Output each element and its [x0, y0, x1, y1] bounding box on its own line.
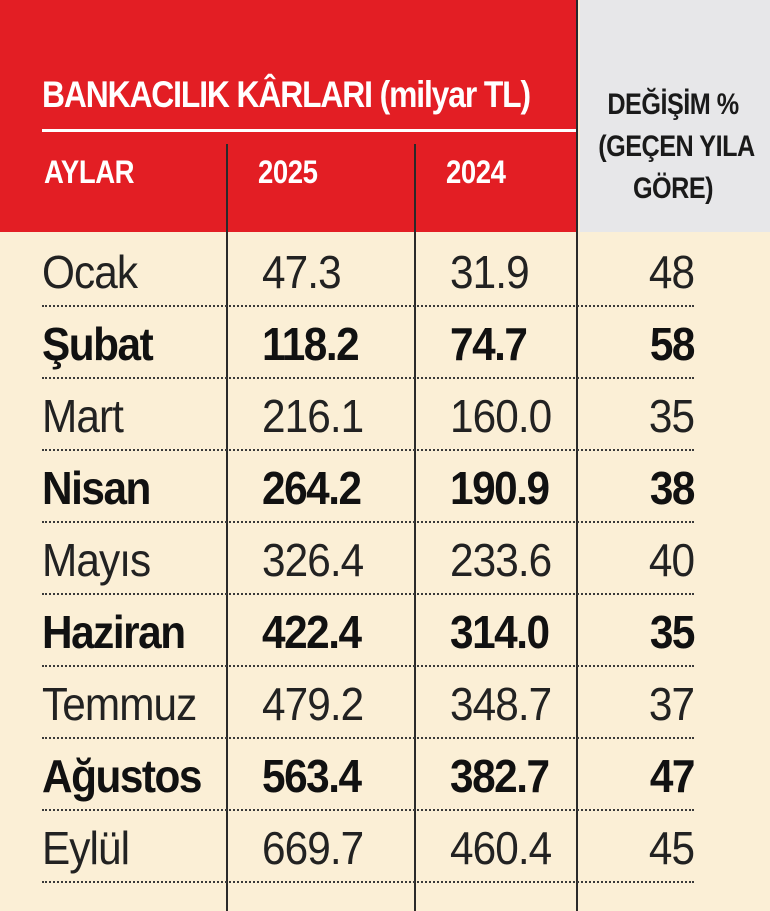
- table-row: Temmuz 479.2 348.7 37: [0, 668, 770, 740]
- month-cell: Temmuz: [42, 678, 197, 730]
- change-cell: 35: [648, 390, 695, 442]
- value-2025-cell: 326.4: [262, 534, 364, 586]
- value-2024-cell: 190.9: [450, 462, 550, 514]
- table-row: Ağustos 563.4 382.7 47: [0, 740, 770, 812]
- change-cell: 40: [648, 534, 695, 586]
- table-row: Mart 216.1 160.0 35: [0, 380, 770, 452]
- value-2025-cell: 479.2: [262, 678, 364, 730]
- month-cell: Ağustos: [42, 750, 202, 802]
- change-cell: 38: [649, 462, 696, 514]
- month-cell: Mayıs: [42, 534, 151, 586]
- value-2024-cell: 160.0: [450, 390, 552, 442]
- change-header-line-2: (GEÇEN YILA: [598, 130, 755, 163]
- row-separator: [42, 521, 694, 523]
- value-2025-cell: 118.2: [262, 318, 360, 370]
- row-separator: [42, 377, 694, 379]
- column-header-2025: 2025: [258, 154, 318, 190]
- row-separator: [42, 305, 694, 307]
- value-2025-cell: 669.7: [262, 822, 364, 874]
- table-row: Ocak 47.3 31.9 48: [0, 236, 770, 308]
- change-header-line-3: GÖRE): [632, 172, 714, 205]
- column-header-2024: 2024: [446, 154, 506, 190]
- change-cell: 58: [649, 318, 696, 370]
- month-cell: Ocak: [42, 246, 138, 298]
- month-cell: Eylül: [42, 822, 130, 874]
- row-separator: [42, 881, 694, 883]
- change-cell: 47: [649, 750, 696, 802]
- column-header-change: DEĞİŞİM % (GEÇEN YILA GÖRE): [584, 84, 762, 210]
- month-cell: Şubat: [42, 318, 154, 370]
- value-2025-cell: 422.4: [262, 606, 362, 658]
- value-2025-cell: 264.2: [262, 462, 362, 514]
- change-cell: 37: [648, 678, 695, 730]
- value-2024-cell: 31.9: [450, 246, 530, 298]
- value-2024-cell: 348.7: [450, 678, 552, 730]
- row-separator: [42, 737, 694, 739]
- value-2024-cell: 382.7: [450, 750, 550, 802]
- value-2024-cell: 314.0: [450, 606, 550, 658]
- row-separator: [42, 449, 694, 451]
- value-2024-cell: 460.4: [450, 822, 552, 874]
- column-divider-1: [226, 144, 228, 911]
- title-underline: [42, 129, 576, 132]
- table-row: Eylül 669.7 460.4 45: [0, 812, 770, 884]
- column-header-months: AYLAR: [44, 154, 135, 190]
- month-cell: Haziran: [42, 606, 186, 658]
- change-cell: 35: [649, 606, 696, 658]
- table-row: Mayıs 326.4 233.6 40: [0, 524, 770, 596]
- column-divider-2: [414, 144, 416, 911]
- table-row: Nisan 264.2 190.9 38: [0, 452, 770, 524]
- change-cell: 45: [648, 822, 695, 874]
- value-2025-cell: 47.3: [262, 246, 342, 298]
- row-separator: [42, 665, 694, 667]
- header-red-band: [0, 0, 578, 232]
- row-separator: [42, 593, 694, 595]
- row-separator: [42, 809, 694, 811]
- month-cell: Mart: [42, 390, 124, 442]
- change-cell: 48: [648, 246, 695, 298]
- header-gray-band: [580, 0, 770, 232]
- value-2025-cell: 216.1: [262, 390, 364, 442]
- month-cell: Nisan: [42, 462, 151, 514]
- value-2024-cell: 74.7: [450, 318, 528, 370]
- table-row: Şubat 118.2 74.7 58: [0, 308, 770, 380]
- table-row: Haziran 422.4 314.0 35: [0, 596, 770, 668]
- value-2024-cell: 233.6: [450, 534, 552, 586]
- column-divider-3: [576, 0, 578, 911]
- value-2025-cell: 563.4: [262, 750, 362, 802]
- table-title: BANKACILIK KÂRLARI (milyar TL): [42, 74, 531, 115]
- change-header-line-1: DEĞİŞİM %: [607, 88, 739, 121]
